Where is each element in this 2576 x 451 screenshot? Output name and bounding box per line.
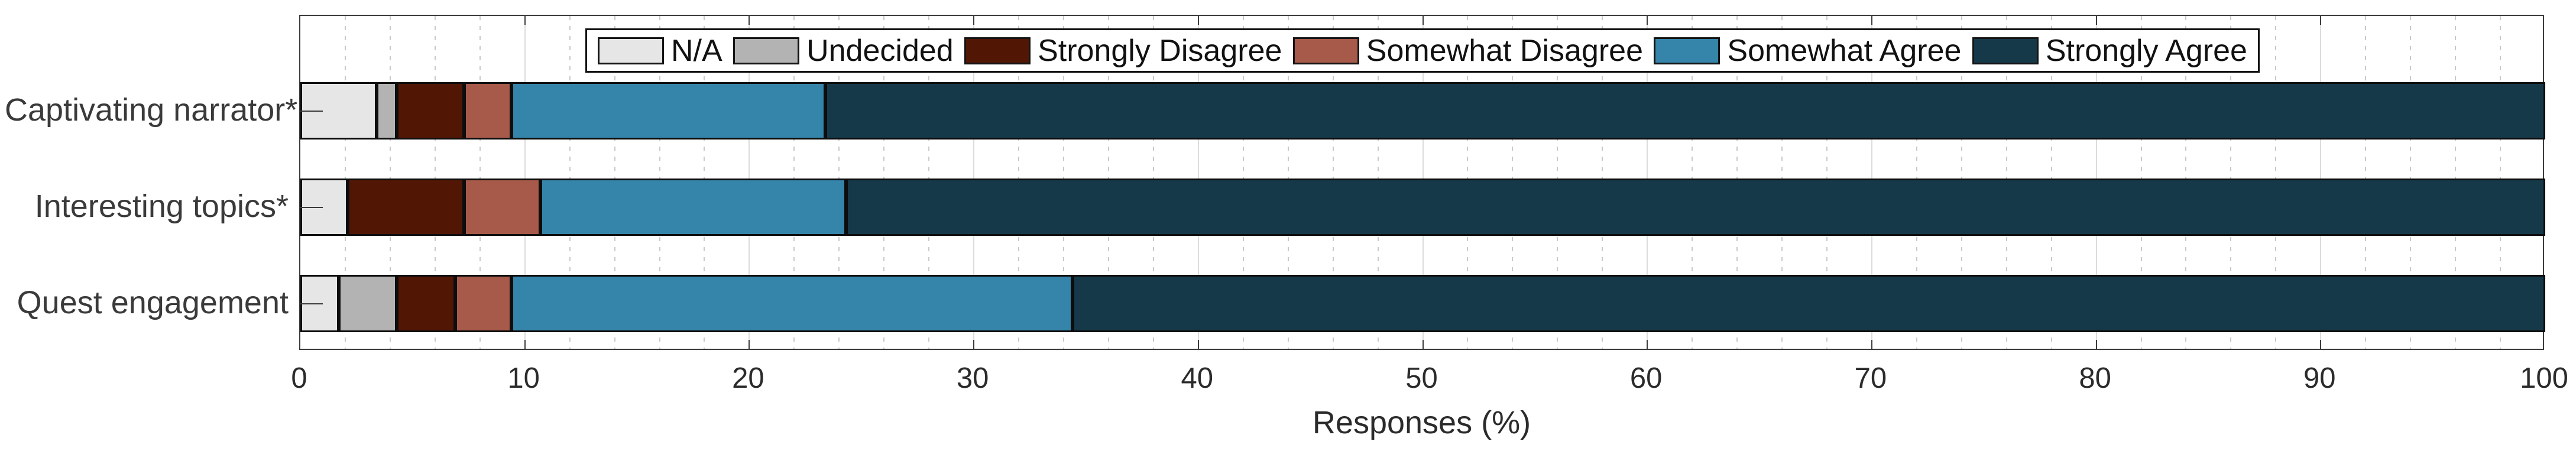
legend-label: Undecided [806, 33, 954, 68]
bar-segment [511, 275, 1073, 332]
x-tick [2320, 340, 2322, 349]
legend-label: Somewhat Disagree [1366, 33, 1644, 68]
legend-label: Strongly Disagree [1038, 33, 1282, 68]
x-tick-label: 70 [1854, 362, 1887, 394]
legend-swatch [598, 37, 664, 64]
legend-item: N/A [598, 35, 722, 66]
bar-segment [347, 179, 465, 236]
legend-item: Somewhat Agree [1654, 35, 1961, 66]
category-label: Quest engagement [17, 284, 289, 320]
x-tick-label: 60 [1629, 362, 1663, 394]
x-tick [1422, 340, 1424, 349]
legend-swatch [733, 37, 800, 64]
category-label: Captivating narrator* [5, 92, 298, 128]
legend-swatch [1292, 37, 1359, 64]
legend-label: N/A [671, 33, 722, 68]
x-tick [749, 16, 750, 25]
legend-item: Somewhat Disagree [1292, 33, 1644, 68]
x-tick [2320, 16, 2322, 25]
x-tick [1197, 340, 1199, 349]
x-tick-label: 50 [1405, 362, 1438, 394]
bar-segment [397, 275, 455, 332]
bar-segment [464, 179, 541, 236]
x-axis-label: Responses (%) [1312, 405, 1531, 440]
x-tick [2095, 340, 2097, 349]
legend-swatch [1972, 37, 2039, 64]
x-tick [1422, 16, 1424, 25]
x-tick [524, 340, 526, 349]
bar-segment [511, 82, 826, 139]
legend-item: Strongly Disagree [964, 35, 1282, 66]
bar-segment [455, 275, 511, 332]
bar-segment [377, 82, 397, 139]
legend-item: Undecided [733, 35, 954, 66]
legend-label: Strongly Agree [2045, 33, 2247, 68]
x-tick [1647, 340, 1648, 349]
x-tick [1871, 340, 1872, 349]
legend-swatch [964, 37, 1031, 64]
legend-swatch [1654, 37, 1720, 64]
bar-segment [338, 275, 397, 332]
x-tick-label: 20 [732, 362, 764, 394]
legend: N/A Undecided Strongly Disagree Somewhat Di… [585, 28, 2260, 73]
x-tick-label: 100 [2520, 362, 2568, 394]
y-tick [300, 206, 323, 208]
x-tick [1197, 16, 1199, 25]
x-tick-label: 90 [2303, 362, 2336, 394]
category-label: Interesting topics* [34, 188, 289, 224]
bar-segment [1072, 275, 2545, 332]
x-tick-label: 10 [507, 362, 540, 394]
bar-segment [464, 82, 511, 139]
x-tick-label: 80 [2079, 362, 2111, 394]
y-tick [300, 303, 323, 304]
bar-segment [845, 179, 2545, 236]
x-tick [973, 340, 975, 349]
x-tick [524, 16, 526, 25]
legend-label: Somewhat Agree [1727, 33, 1962, 68]
x-tick-label: 40 [1181, 362, 1214, 394]
x-tick [1871, 16, 1872, 25]
x-tick [2095, 16, 2097, 25]
x-tick-label: 0 [291, 362, 307, 394]
x-tick [749, 340, 750, 349]
x-tick [1647, 16, 1648, 25]
x-tick [973, 16, 975, 25]
y-tick [300, 110, 323, 112]
legend-item: Strongly Agree [1972, 35, 2247, 66]
bar-segment [825, 82, 2545, 139]
x-tick-label: 30 [956, 362, 989, 394]
bar-segment [397, 82, 465, 139]
bar-segment [540, 179, 846, 236]
